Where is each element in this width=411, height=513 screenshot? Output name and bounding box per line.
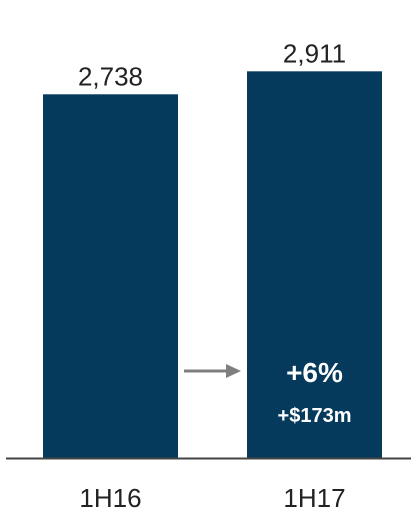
percent-change-label: +6% bbox=[286, 357, 343, 388]
category-label-1h16: 1H16 bbox=[79, 483, 141, 513]
absolute-change-label: +$173m bbox=[278, 405, 352, 427]
category-label-1h17: 1H17 bbox=[283, 483, 345, 513]
bar-1h16 bbox=[43, 94, 178, 458]
category-labels-group: 1H16 1H17 bbox=[79, 483, 345, 513]
value-label-1h16: 2,738 bbox=[78, 61, 143, 91]
value-label-1h17: 2,911 bbox=[283, 38, 346, 68]
change-annotation: +6% +$173m bbox=[184, 357, 351, 427]
arrow-right-icon bbox=[226, 364, 241, 378]
bar-1h17 bbox=[247, 71, 382, 458]
value-labels-group: 2,738 2,911 bbox=[78, 38, 346, 91]
bars-group bbox=[43, 71, 382, 458]
